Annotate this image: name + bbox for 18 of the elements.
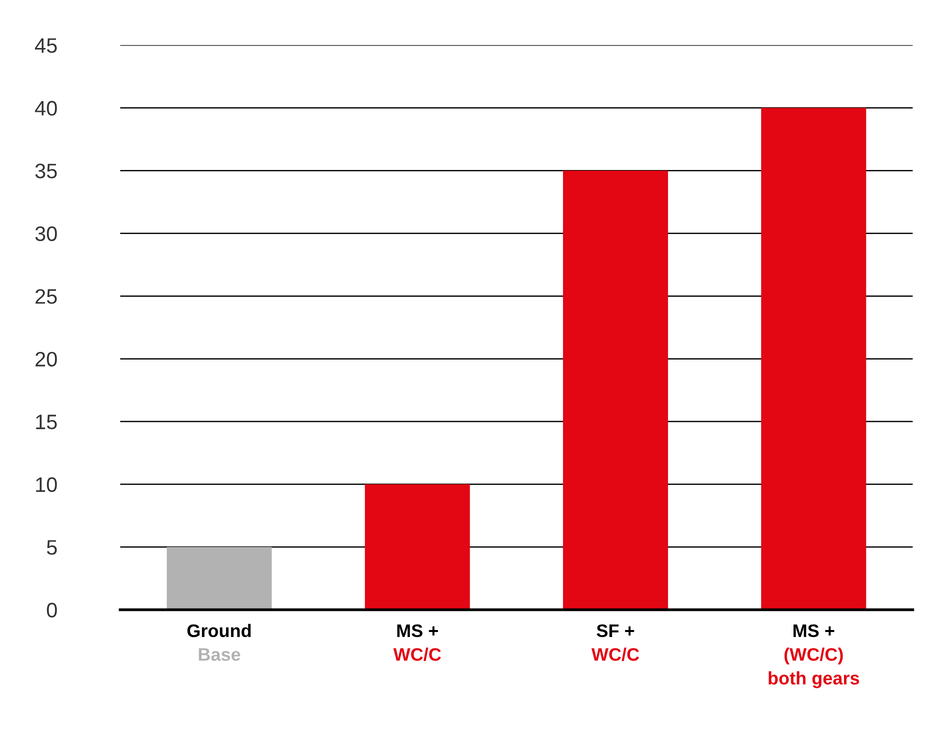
y-tick-label: 35 [35, 164, 57, 178]
x-tick-label: MS + WC/C [393, 624, 441, 662]
y-tick-label: 40 [35, 100, 57, 116]
bar [563, 170, 668, 610]
y-tick-label: 5 [46, 540, 57, 555]
bar [761, 108, 866, 610]
x-tick-label: SF + WC/C [591, 624, 640, 662]
y-tick-label: 0 [46, 602, 57, 618]
y-tick-label: 45 [35, 38, 57, 53]
x-tick-label: MS + (WC/C) both gears [768, 624, 860, 688]
y-tick-label: 20 [36, 352, 57, 367]
y-tick-label: 30 [35, 226, 57, 242]
bar [166, 547, 272, 610]
x-tick-label: Ground Base [187, 624, 251, 661]
y-tick-label: 10 [36, 477, 57, 492]
bar [364, 484, 470, 610]
y-tick-label: 15 [36, 414, 57, 430]
y-tick-label: 25 [36, 289, 57, 304]
